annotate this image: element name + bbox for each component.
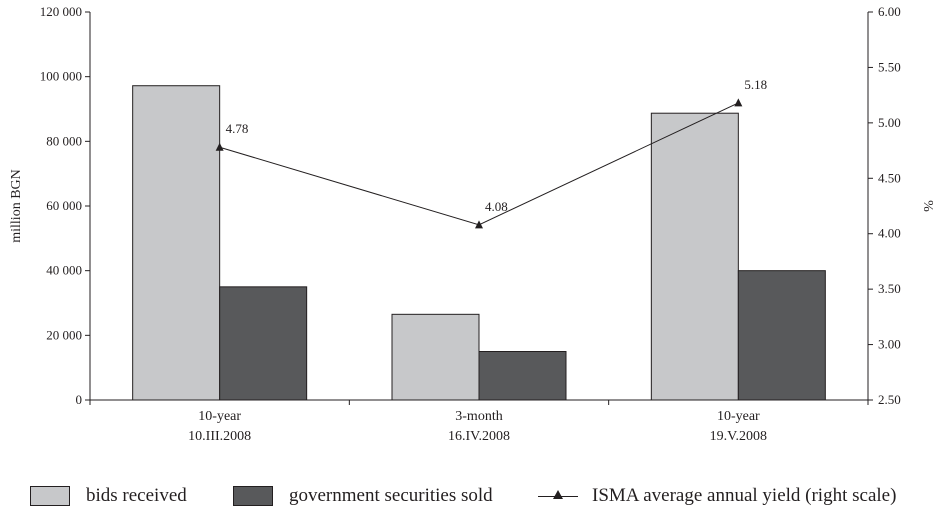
right-tick-label: 4.00 [878,226,901,241]
y2-axis-title: % [920,200,935,212]
bar-bids-received-2 [650,112,739,401]
legend-label-bids: bids received [86,485,187,506]
legend-label-yield: ISMA average annual yield (right scale) [592,485,897,506]
bar-securities-sold-1 [478,351,567,401]
chart: 0 20 000 40 000 60 000 80 000 100 000 120 000 2… [9,4,935,444]
right-tick-label: 3.00 [878,337,901,352]
legend-item-bids: bids received [30,482,187,510]
x-tick-label-0-line1: 10-year [198,409,241,424]
bar-bids-received-0 [132,85,221,401]
yield-line-layer [215,98,743,229]
yield-data-label-0: 4.78 [226,121,249,136]
right-tick-label: 5.00 [878,115,901,130]
right-tick-label: 5.50 [878,59,901,74]
left-tick-label: 0 [76,392,83,407]
left-tick-label: 40 000 [46,263,82,278]
right-tick-label: 3.50 [878,281,901,296]
yield-marker-2 [734,98,743,107]
bars-layer [132,85,826,401]
x-tick-label-2-line1: 10-year [717,409,760,424]
legend-item-sold: government securities sold [233,482,493,510]
right-tick-label: 2.50 [878,392,901,407]
yield-marker-0 [215,142,224,151]
right-tick-label: 4.50 [878,170,901,185]
bar-bids-received-1 [391,313,480,401]
legend: bids received government securities sold… [0,482,938,510]
left-tick-label: 100 000 [40,69,82,84]
legend-item-yield: ISMA average annual yield (right scale) [538,482,896,510]
x-tick-label-0-line2: 10.III.2008 [188,429,251,444]
x-tick-label-1-line2: 16.IV.2008 [448,429,510,444]
x-tick-label-2-line2: 19.V.2008 [710,429,767,444]
right-tick-label: 6.00 [878,4,901,19]
left-tick-label: 20 000 [46,327,82,342]
left-tick-label: 120 000 [40,4,82,19]
axes-layer: 0 20 000 40 000 60 000 80 000 100 000 120 000 2… [9,4,935,444]
left-tick-label: 60 000 [46,198,82,213]
legend-swatch-sold [233,486,273,506]
x-tick-label-1-line1: 3-month [455,409,502,424]
y-axis-title: million BGN [9,169,24,243]
legend-label-sold: government securities sold [289,485,493,506]
labels-layer: 4.78 4.08 5.18 [226,77,767,214]
bar-securities-sold-2 [737,270,826,401]
yield-data-label-2: 5.18 [744,77,767,92]
yield-data-label-1: 4.08 [485,199,508,214]
legend-swatch-bids [30,486,70,506]
legend-marker-yield [538,486,578,506]
bar-securities-sold-0 [219,286,308,401]
left-tick-label: 80 000 [46,133,82,148]
yield-marker-1 [475,220,483,229]
